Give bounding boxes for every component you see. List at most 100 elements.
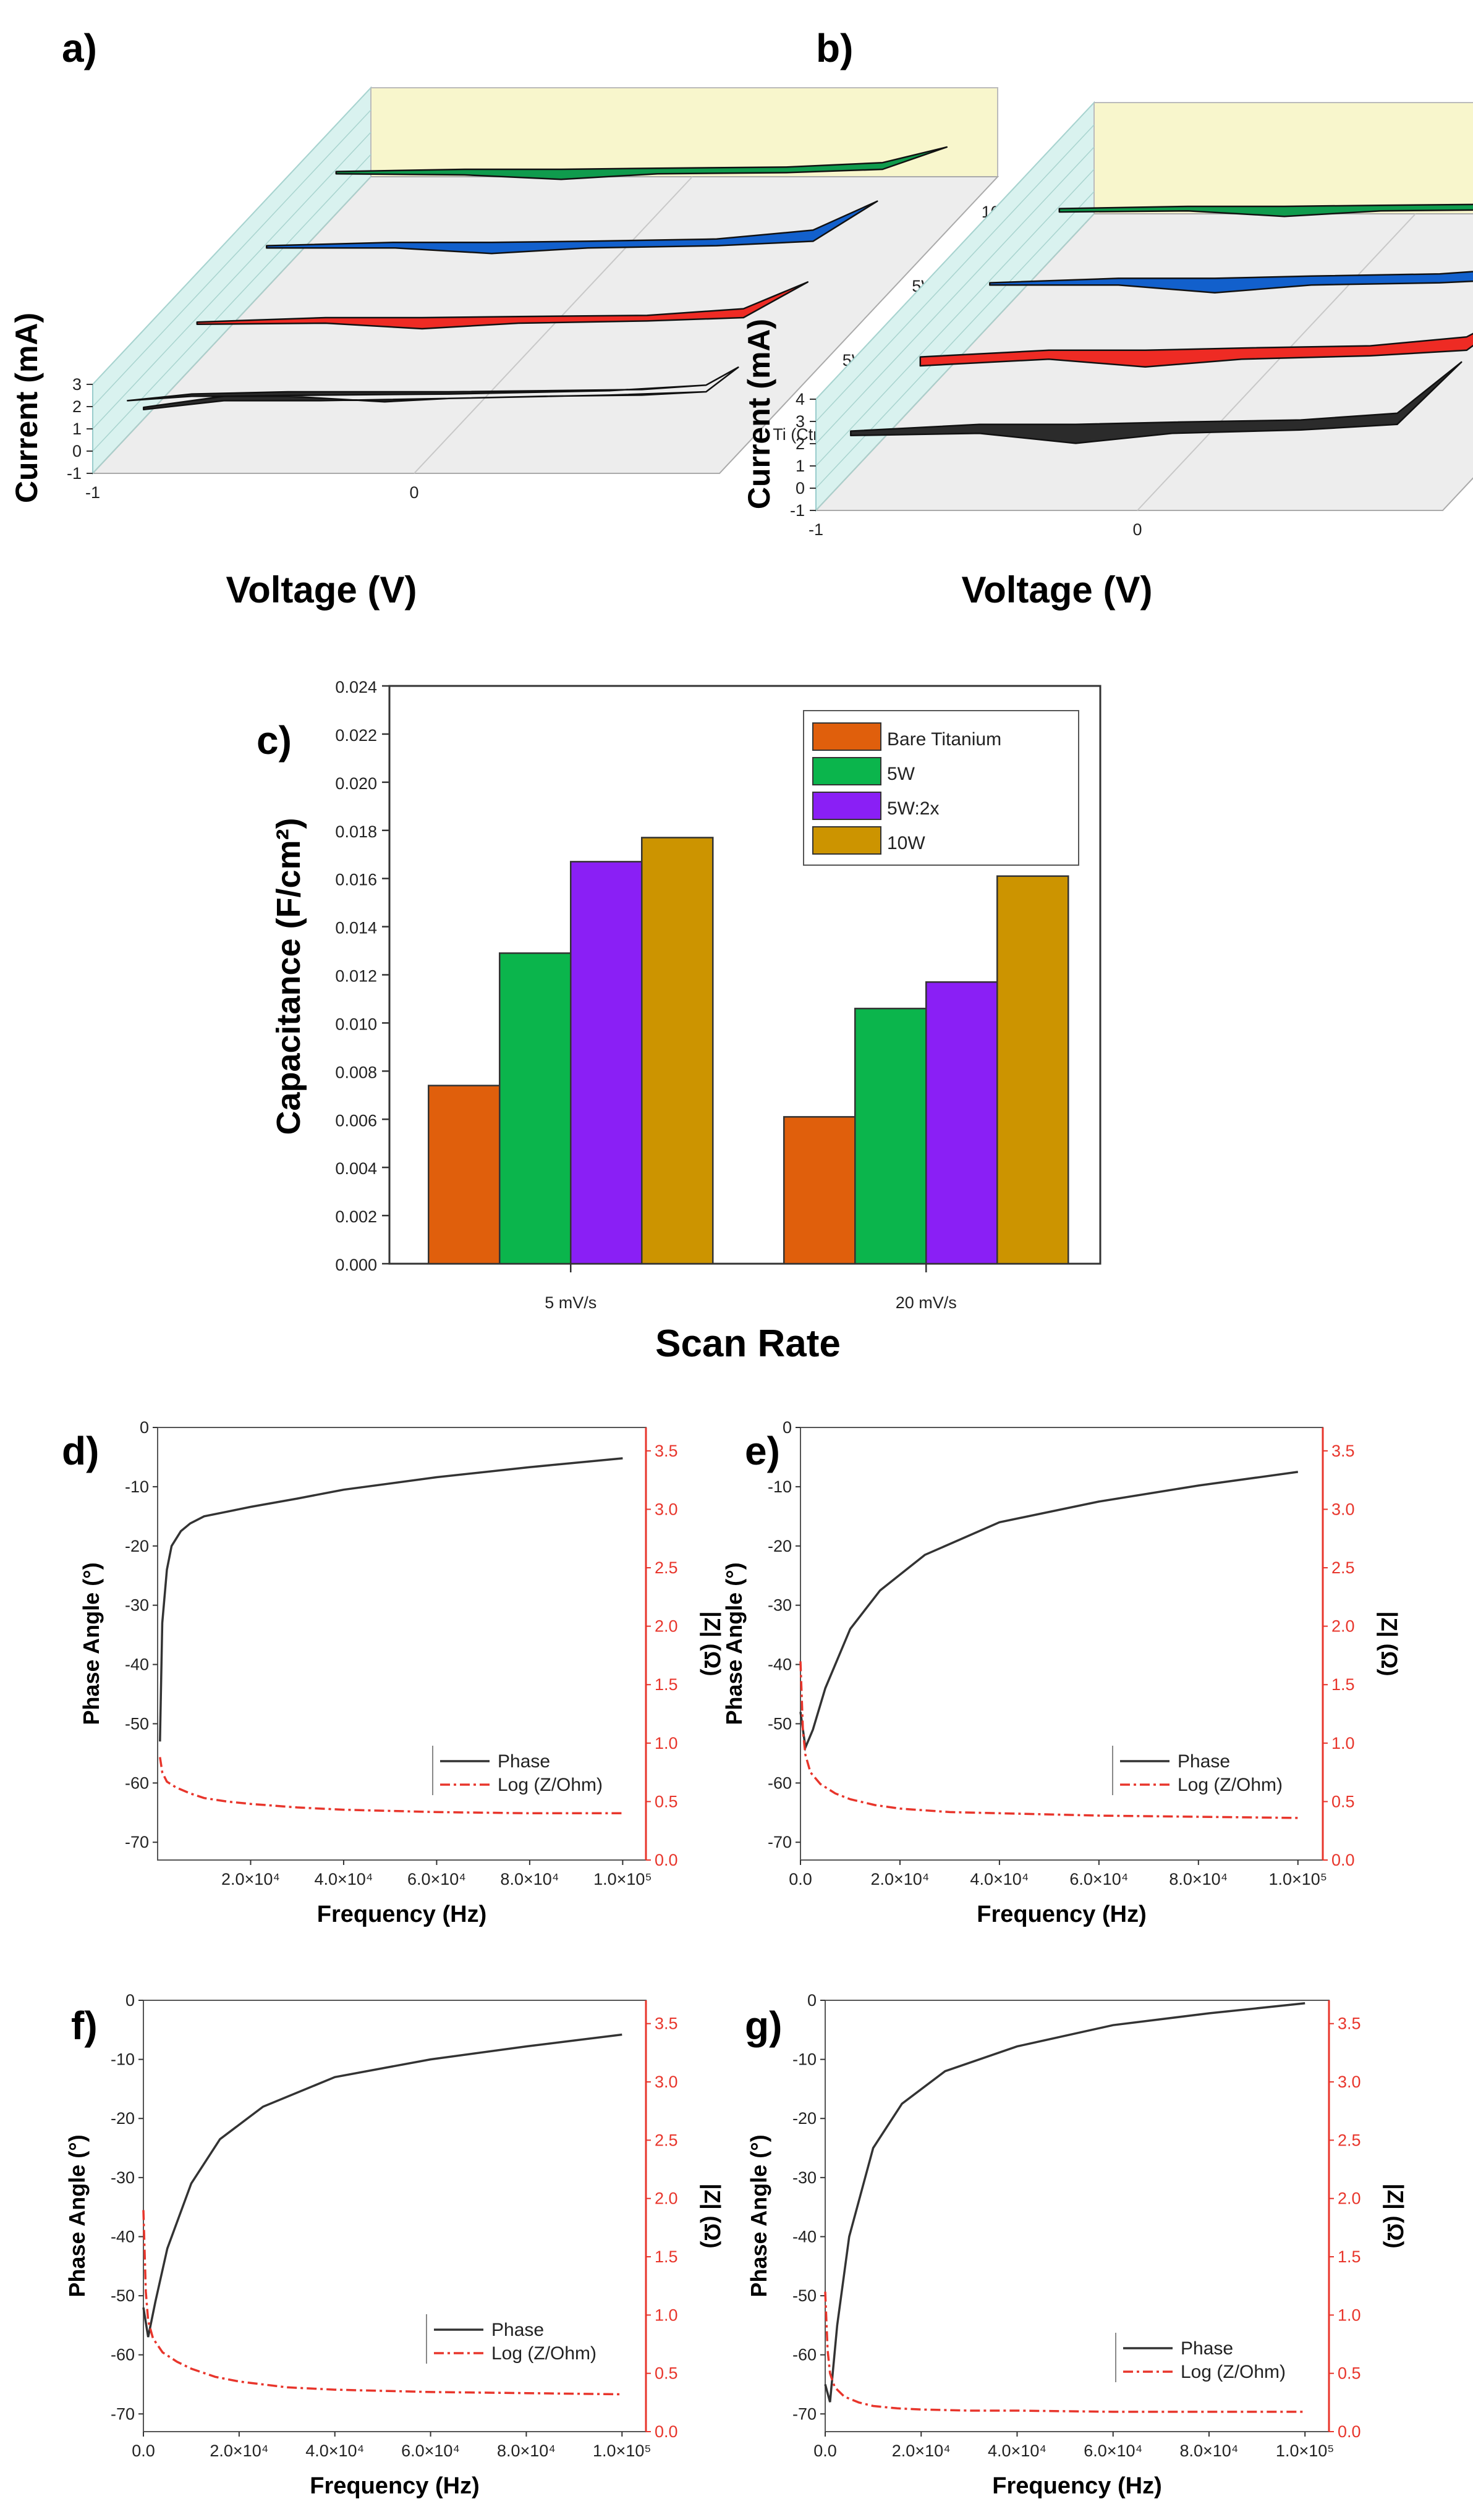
side-grid-line: [92, 154, 371, 452]
y-tick-label: -20: [111, 2109, 135, 2128]
legend-label: Phase: [491, 2320, 544, 2340]
y-tick-label: 0: [796, 479, 805, 497]
x-tick-label: 0.0: [813, 2442, 837, 2460]
y-tick-label: 4: [796, 390, 805, 408]
x-axis-title: Frequency (Hz): [977, 1901, 1146, 1927]
y-tick-label: -10: [768, 1478, 792, 1496]
legend: Phase Log (Z/Ohm): [1112, 1746, 1283, 1795]
bar-5w-2x-0: [570, 861, 643, 1265]
y2-tick-label: 2.5: [1331, 1558, 1355, 1577]
y-tick-label: -70: [125, 1833, 149, 1851]
cv-loop-ti-ctrl-: [127, 366, 739, 411]
cv-loop-10w: [1058, 203, 1473, 218]
y2-tick-label: 1.5: [655, 1675, 678, 1694]
plot-frame: [143, 2000, 647, 2432]
y-tick-label: -60: [125, 1774, 149, 1792]
y-tick-label: 0.022: [335, 726, 377, 745]
cv-loop-10w: [335, 146, 948, 180]
y-tick-label: 0.010: [335, 1015, 377, 1033]
phase-line: [142, 2033, 622, 2338]
x-axis-title: Frequency (Hz): [992, 2473, 1161, 2499]
y2-tick-label: 2.0: [1331, 1617, 1355, 1636]
x-tick-label: 2.0×10⁴: [221, 1870, 280, 1888]
x-tick-label: 4.0×10⁴: [988, 2442, 1046, 2460]
x-axis-title: Frequency (Hz): [310, 2473, 479, 2499]
legend-label: Phase: [1181, 2338, 1233, 2359]
y2-tick-label: 2.0: [1338, 2189, 1361, 2208]
y2-tick-label: 0.5: [1331, 1792, 1355, 1811]
side-grid-line: [815, 169, 1095, 467]
y2-tick-label: 3.5: [1338, 2015, 1361, 2033]
y-tick-label: 0.008: [335, 1063, 377, 1081]
y2-tick-label: 1.5: [1338, 2247, 1361, 2266]
y-axis-title: Current (mA): [9, 313, 44, 503]
x-tick-label: 20 mV/s: [896, 1293, 957, 1312]
plot-frame: [157, 1427, 647, 1861]
y2-tick-label: 1.0: [655, 1734, 678, 1753]
logz-line: [799, 1661, 1298, 1819]
y2-tick-label: 1.5: [1331, 1675, 1355, 1694]
y-tick-label: -60: [768, 1774, 792, 1792]
cv-loop-5w-2x: [266, 200, 878, 255]
bar-10w-1: [996, 875, 1069, 1265]
x-tick-label: 6.0×10⁴: [407, 1870, 466, 1888]
y-tick-label: 0.018: [335, 822, 377, 841]
floor-grid-line: [1137, 213, 1416, 511]
y-tick-label: 3: [72, 375, 82, 394]
eis-panel-d: 0 -10 -20 -30 -40 -50 -60 -70 0.0 0.5 1.0 1.5 2.0 2.5…: [79, 1418, 725, 1927]
logz-line: [824, 2291, 1305, 2413]
y-tick-label: -50: [111, 2286, 135, 2305]
x-tick-label: 6.0×10⁴: [1084, 2442, 1142, 2460]
y-tick-label: -20: [792, 2109, 817, 2128]
y-tick-label: -30: [792, 2168, 817, 2187]
legend-label: 10W: [887, 833, 925, 853]
legend-label: 5W:2x: [887, 798, 939, 819]
side-grid-line: [92, 132, 371, 429]
back-wall: [1093, 102, 1473, 214]
y-tick-label: -20: [768, 1537, 792, 1555]
y2-tick-label: 1.5: [655, 2247, 678, 2266]
y2-tick-label: 0.5: [1338, 2364, 1361, 2383]
y-tick-label: -10: [792, 2050, 817, 2069]
y2-tick-label: 1.0: [1338, 2306, 1361, 2324]
legend-swatch: [812, 826, 881, 855]
y2-tick-label: 2.5: [655, 1558, 678, 1577]
y-tick-label: -1: [67, 464, 82, 483]
y2-tick-label: 3.5: [1331, 1442, 1355, 1460]
legend-label: Log (Z/Ohm): [491, 2343, 596, 2364]
legend-label: Log (Z/Ohm): [1181, 2362, 1286, 2382]
y-tick-label: -20: [125, 1537, 149, 1555]
y2-tick-label: 2.0: [655, 1617, 678, 1636]
legend-label: Bare Titanium: [887, 729, 1001, 750]
x-tick-label: 0: [409, 483, 418, 502]
x-tick-label: 0: [1132, 520, 1142, 539]
y2-axis-title: |Z| (Ω): [699, 2184, 725, 2249]
y-tick-label: 0.004: [335, 1159, 377, 1178]
y-tick-label: -1: [790, 501, 805, 520]
panel-label-f: f): [71, 2003, 98, 2048]
y-tick-label: 2: [72, 397, 82, 416]
y2-tick-label: 1.0: [655, 2306, 678, 2324]
plot-frame: [800, 1427, 1323, 1861]
y2-tick-label: 0.0: [1331, 1851, 1355, 1869]
y-tick-label: -40: [111, 2227, 135, 2246]
phase-line: [799, 1471, 1299, 1752]
y-tick-label: -10: [111, 2050, 135, 2069]
logz-line: [159, 1757, 623, 1815]
x-axis-title: Scan Rate: [655, 1322, 841, 1365]
y-tick-label: -50: [792, 2286, 817, 2305]
side-grid-line: [92, 109, 371, 407]
x-tick-label: 5 mV/s: [545, 1293, 596, 1312]
x-tick-label: -1: [809, 520, 823, 539]
side-grid-line: [815, 102, 1095, 400]
y-tick-label: 0: [783, 1418, 792, 1437]
x-tick-label: 2.0×10⁴: [892, 2442, 951, 2460]
bar-5w-1: [854, 1007, 927, 1265]
y-axis-title: Current (mA): [742, 319, 776, 509]
legend-label: Phase: [1178, 1751, 1230, 1772]
y-tick-label: 0.002: [335, 1207, 377, 1226]
bar-10w-0: [641, 837, 714, 1265]
